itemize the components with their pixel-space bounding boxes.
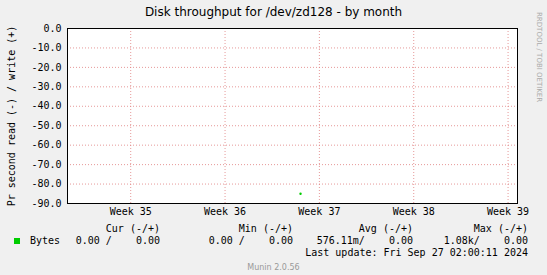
svg-text:-40.0: -40.0 <box>31 100 61 111</box>
html-text:1.08k/ 0.00: 1.08k/ 0.00 <box>443 235 528 246</box>
svg-text:Week 36: Week 36 <box>204 206 246 217</box>
html-text:RRDTOOL / TOBI OETIKER: RRDTOOL / TOBI OETIKER <box>535 12 543 103</box>
svg-text:-80.0: -80.0 <box>31 178 61 189</box>
svg-text:-30.0: -30.0 <box>31 81 61 92</box>
svg-text:Week 38: Week 38 <box>393 206 435 217</box>
svg-text:-50.0: -50.0 <box>31 120 61 131</box>
svg-text:Pr second read (-) / write (+): Pr second read (-) / write (+) <box>6 26 17 207</box>
html-text:Last update: Fri Sep 27 02:00:: Last update: Fri Sep 27 02:00:11 2024 <box>305 247 528 258</box>
svg-text:-90.0: -90.0 <box>31 198 61 209</box>
html-text:Cur (-/+): Cur (-/+) <box>105 223 160 234</box>
svg-text:Week 35: Week 35 <box>110 206 152 217</box>
html-text:Munin 2.0.56: Munin 2.0.56 <box>247 263 300 272</box>
html-text:Max (-/+): Max (-/+) <box>473 223 528 234</box>
html-text:0.00 / 0.00: 0.00 / 0.00 <box>208 235 293 246</box>
html-text:Min (-/+): Min (-/+) <box>238 223 293 234</box>
html-text:Bytes: Bytes <box>30 235 61 246</box>
svg-text:-10.0: -10.0 <box>31 42 61 53</box>
html-text:576.11m/ 0.00: 576.11m/ 0.00 <box>316 235 413 246</box>
html-text:Avg (-/+): Avg (-/+) <box>358 223 413 234</box>
svg-text:-60.0: -60.0 <box>31 139 61 150</box>
svg-text:0.0: 0.0 <box>43 23 61 34</box>
html-text:Disk throughput for /dev/zd128: Disk throughput for /dev/zd128 - by mont… <box>144 5 403 19</box>
svg-text:Week 39: Week 39 <box>487 206 529 217</box>
svg-text:-70.0: -70.0 <box>31 159 61 170</box>
svg-text:-20.0: -20.0 <box>31 62 61 73</box>
svg-text:Week 37: Week 37 <box>298 206 340 217</box>
html-text:0.00 / 0.00: 0.00 / 0.00 <box>75 235 160 246</box>
